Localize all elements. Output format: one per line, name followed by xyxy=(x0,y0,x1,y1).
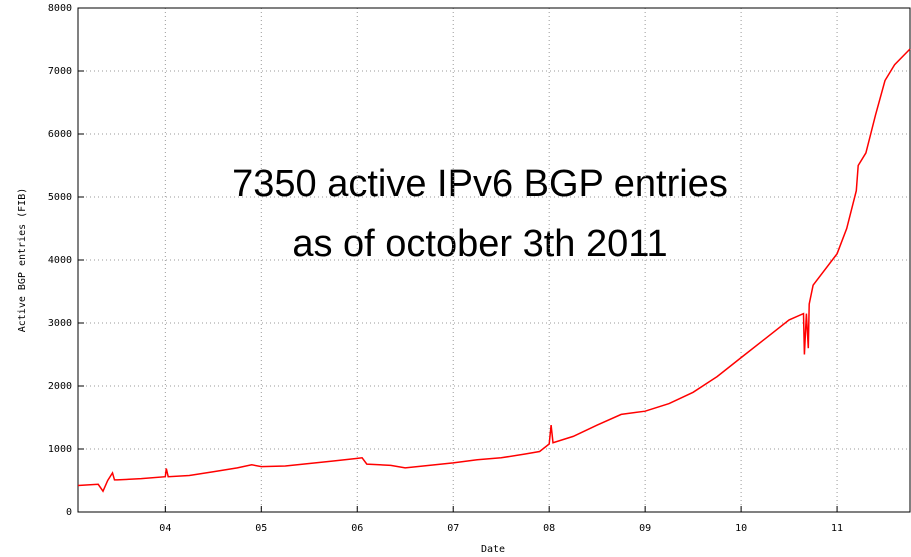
y-tick-label: 2000 xyxy=(48,381,72,392)
line-series xyxy=(77,48,911,493)
x-tick-label: 06 xyxy=(351,523,363,534)
y-tick-label: 5000 xyxy=(48,192,72,203)
x-tick-label: 09 xyxy=(639,523,651,534)
x-tick-label: 05 xyxy=(255,523,267,534)
y-tick-label: 7000 xyxy=(48,66,72,77)
x-tick-label: 07 xyxy=(447,523,459,534)
x-tick-label: 11 xyxy=(831,523,843,534)
annotation: as of october 3th 2011 xyxy=(292,223,667,265)
x-tick-label: 04 xyxy=(159,523,171,534)
y-tick-label: 1000 xyxy=(48,444,72,455)
y-tick-label: 6000 xyxy=(48,129,72,140)
y-tick-label: 0 xyxy=(66,507,72,518)
plot-frame xyxy=(77,7,911,513)
annotation: 7350 active IPv6 BGP entries xyxy=(232,163,728,205)
x-axis-label: Date xyxy=(481,544,505,555)
y-tick-label: 4000 xyxy=(48,255,72,266)
x-tick-label: 10 xyxy=(735,523,747,534)
y-axis-label: Active BGP entries (FIB) xyxy=(17,188,28,333)
y-tick-label: 3000 xyxy=(48,318,72,329)
y-tick-label: 8000 xyxy=(48,3,72,14)
x-tick-label: 08 xyxy=(543,523,555,534)
